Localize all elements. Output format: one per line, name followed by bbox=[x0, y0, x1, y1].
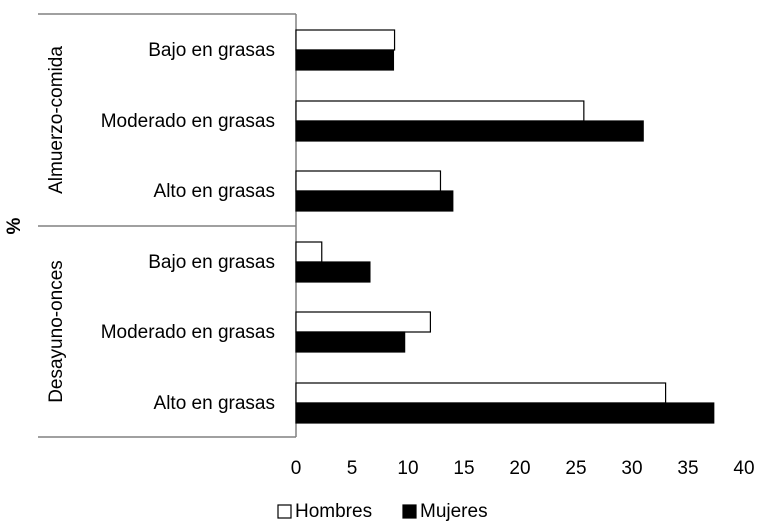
legend-swatch-hombres bbox=[277, 504, 292, 519]
bar-hombres-4 bbox=[295, 311, 431, 333]
bars-layer bbox=[295, 29, 715, 424]
x-tick-label: 15 bbox=[453, 458, 474, 479]
bar-hombres-0 bbox=[295, 29, 396, 51]
bar-hombres-1 bbox=[295, 100, 585, 122]
x-tick-label: 40 bbox=[733, 458, 754, 479]
x-tick-label: 25 bbox=[565, 458, 586, 479]
x-tick-label: 30 bbox=[621, 458, 642, 479]
category-label: Bajo en grasas bbox=[148, 40, 275, 61]
legend-swatch-mujeres bbox=[402, 504, 417, 519]
chart-frame bbox=[38, 13, 297, 438]
x-tick-label: 35 bbox=[677, 458, 698, 479]
x-tick-label: 10 bbox=[397, 458, 418, 479]
bar-mujeres-5 bbox=[295, 402, 715, 424]
x-tick-label: 5 bbox=[347, 458, 358, 479]
bar-hombres-3 bbox=[295, 241, 323, 263]
y-axis-label: % bbox=[4, 217, 25, 234]
group-label: Desayuno-onces bbox=[46, 260, 67, 403]
x-tick-label: 0 bbox=[291, 458, 302, 479]
category-label: Bajo en grasas bbox=[148, 252, 275, 273]
bar-mujeres-3 bbox=[295, 261, 371, 283]
legend-label-hombres: Hombres bbox=[295, 501, 372, 521]
bar-mujeres-2 bbox=[295, 190, 454, 212]
category-labels: Bajo en grasas Moderado en grasas Alto en … bbox=[101, 40, 275, 414]
category-label: Alto en grasas bbox=[154, 393, 275, 414]
category-label: Moderado en grasas bbox=[101, 111, 275, 132]
group-label: Almuerzo-comida bbox=[46, 46, 67, 194]
bar-mujeres-1 bbox=[295, 120, 644, 142]
x-axis-ticks: 0 5 10 15 20 25 30 35 40 bbox=[291, 458, 755, 479]
bar-mujeres-4 bbox=[295, 331, 406, 353]
x-tick-label: 20 bbox=[509, 458, 530, 479]
legend-label-mujeres: Mujeres bbox=[420, 501, 488, 521]
bar-mujeres-0 bbox=[295, 49, 395, 71]
group-labels: Almuerzo-comida Desayuno-onces bbox=[46, 46, 67, 403]
bar-hombres-2 bbox=[295, 170, 442, 192]
category-label: Alto en grasas bbox=[154, 181, 275, 202]
category-label: Moderado en grasas bbox=[101, 322, 275, 343]
legend: Hombres Mujeres bbox=[277, 501, 488, 521]
bar-hombres-5 bbox=[295, 382, 667, 404]
